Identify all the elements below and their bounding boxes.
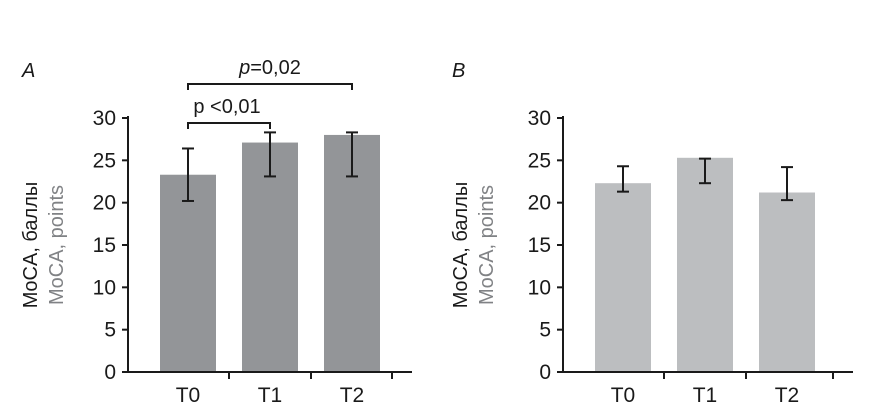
y-tick-label: 20 xyxy=(93,192,116,215)
y-tick-label: 10 xyxy=(528,276,551,299)
y-tick-label: 25 xyxy=(528,149,551,172)
bar-t1 xyxy=(242,142,298,372)
x-tick-label: T1 xyxy=(258,384,283,407)
bar-t1 xyxy=(677,157,733,372)
significance-bracket-line xyxy=(187,83,353,90)
y-axis-label-secondary: MoCA, points xyxy=(476,185,498,305)
y-tick-label: 10 xyxy=(93,276,116,299)
error-bar-t1 xyxy=(699,157,711,185)
y-tick-label: 20 xyxy=(528,192,551,215)
x-tick-label: T2 xyxy=(775,384,800,407)
significance-bracket: p <0,01 xyxy=(187,96,271,129)
error-bar-t2 xyxy=(346,131,358,178)
error-bar-t0 xyxy=(617,165,629,193)
y-tick-label: 15 xyxy=(528,234,551,257)
y-axis-label-primary: MoCA, баллы xyxy=(450,182,472,309)
panel-b-group: B MoCA, баллы MoCA, points 0 5 10 15 20 25 30 T0 T1… xyxy=(450,60,853,407)
y-tick-label: 15 xyxy=(93,234,116,257)
bar-t2 xyxy=(759,192,815,372)
significance-label-rest: =0,02 xyxy=(250,57,301,79)
significance-bracket-line xyxy=(187,122,271,129)
error-bar-t0 xyxy=(182,147,194,202)
x-tick-label: T0 xyxy=(611,384,636,407)
significance-label: p=0,02 xyxy=(238,57,301,79)
panel-label: A xyxy=(21,60,35,82)
x-tick-label: T1 xyxy=(693,384,718,407)
y-tick-label: 30 xyxy=(93,107,116,130)
y-tick-label: 0 xyxy=(104,361,116,384)
panel-label: B xyxy=(452,60,465,82)
bar-t0 xyxy=(160,174,216,372)
error-bar-t2 xyxy=(781,166,793,202)
x-tick-label: T2 xyxy=(340,384,365,407)
y-tick-label: 5 xyxy=(104,319,116,342)
y-tick-label: 30 xyxy=(528,107,551,130)
y-tick-label: 25 xyxy=(93,149,116,172)
y-tick-label: 0 xyxy=(539,361,551,384)
x-tick-label: T0 xyxy=(176,384,201,407)
panel-a-group: A MoCA, баллы MoCA, points 0 5 10 15 20 25 30 T0 T1… xyxy=(20,57,412,407)
significance-label-italic: p xyxy=(238,57,250,79)
y-axis-label-primary: MoCA, баллы xyxy=(20,182,42,309)
y-axis-label-secondary: MoCA, points xyxy=(46,185,68,305)
error-bar-t1 xyxy=(264,131,276,178)
significance-bracket: p=0,02 xyxy=(187,57,353,90)
y-tick-label: 5 xyxy=(539,319,551,342)
significance-label: p <0,01 xyxy=(193,96,260,118)
bar-t0 xyxy=(595,183,651,372)
